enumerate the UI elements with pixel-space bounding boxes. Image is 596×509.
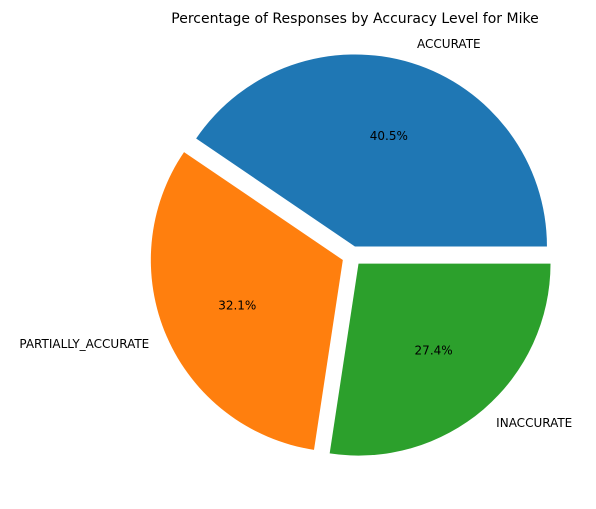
- chart-title: Percentage of Responses by Accuracy Leve…: [171, 11, 538, 27]
- slice-label-partially-accurate: PARTIALLY_ACCURATE: [19, 337, 149, 351]
- slice-percent-partially-accurate: 32.1%: [218, 299, 256, 313]
- slice-percent-accurate: 40.5%: [370, 129, 408, 143]
- pie-slice-accurate: [196, 54, 547, 247]
- pie-slices: ACCURATE 40.5% PARTIALLY_ACCURATE 32.1% INAC…: [19, 37, 572, 456]
- slice-label-inaccurate: INACCURATE: [496, 416, 572, 430]
- slice-percent-inaccurate: 27.4%: [415, 343, 453, 357]
- pie-slice-inaccurate: [329, 263, 551, 456]
- pie-slice-partially-accurate: [150, 152, 343, 450]
- slice-label-accurate: ACCURATE: [417, 37, 481, 51]
